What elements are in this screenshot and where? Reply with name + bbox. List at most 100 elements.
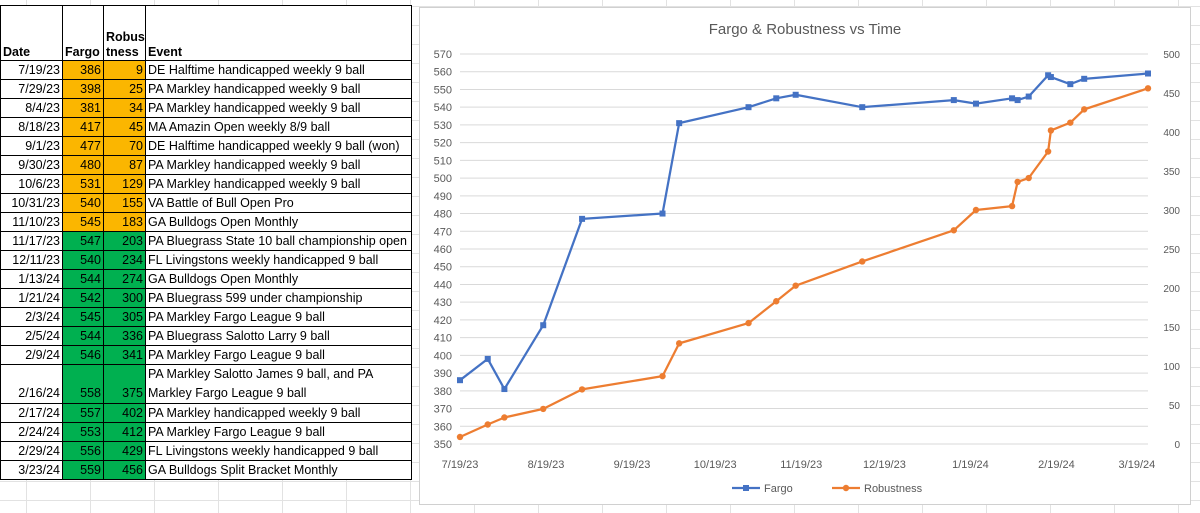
x-tick-label: 7/19/23 [442, 459, 479, 471]
fargo-cell[interactable]: 477 [62, 136, 104, 156]
event-cell[interactable]: PA Markley Fargo League 9 ball [145, 345, 412, 365]
fargo-cell[interactable]: 547 [62, 231, 104, 251]
robustness-cell[interactable]: 9 [103, 60, 146, 80]
fargo-cell[interactable]: 417 [62, 117, 104, 137]
date-cell[interactable]: 2/5/24 [0, 326, 63, 346]
fargo-cell[interactable]: 480 [62, 155, 104, 175]
header-robustness-line2: tness [106, 45, 139, 59]
robustness-cell[interactable]: 87 [103, 155, 146, 175]
robustness-cell[interactable]: 70 [103, 136, 146, 156]
header-event[interactable]: Event [145, 5, 412, 61]
fargo-cell[interactable]: 398 [62, 79, 104, 99]
fargo-cell[interactable]: 557 [62, 403, 104, 423]
date-cell[interactable]: 2/24/24 [0, 422, 63, 442]
table-row: 2/16/24 558 375 PA Markley Salotto James 9 … [0, 364, 412, 404]
robustness-cell[interactable]: 429 [103, 441, 146, 461]
fargo-cell[interactable]: 386 [62, 60, 104, 80]
date-cell[interactable]: 9/30/23 [0, 155, 63, 175]
date-cell[interactable]: 10/31/23 [0, 193, 63, 213]
event-cell[interactable]: PA Markley handicapped weekly 9 ball [145, 79, 412, 99]
event-cell[interactable]: GA Bulldogs Split Bracket Monthly [145, 460, 412, 480]
fargo-cell[interactable]: 544 [62, 326, 104, 346]
date-cell[interactable]: 10/6/23 [0, 174, 63, 194]
event-cell[interactable]: PA Bluegrass 599 under championship [145, 288, 412, 308]
robustness-cell[interactable]: 45 [103, 117, 146, 137]
fargo-cell[interactable]: 540 [62, 193, 104, 213]
date-cell[interactable]: 3/23/24 [0, 460, 63, 480]
date-cell[interactable]: 1/21/24 [0, 288, 63, 308]
robustness-cell[interactable]: 129 [103, 174, 146, 194]
event-cell[interactable]: PA Markley handicapped weekly 9 ball [145, 155, 412, 175]
event-cell[interactable]: MA Amazin Open weekly 8/9 ball [145, 117, 412, 137]
date-cell[interactable]: 8/4/23 [0, 98, 63, 118]
header-fargo[interactable]: Fargo [62, 5, 104, 61]
event-cell[interactable]: PA Markley Fargo League 9 ball [145, 422, 412, 442]
robustness-cell[interactable]: 375 [103, 364, 146, 404]
robustness-cell[interactable]: 274 [103, 269, 146, 289]
fargo-cell[interactable]: 540 [62, 250, 104, 270]
y-left-tick-label: 430 [434, 297, 452, 309]
date-cell[interactable]: 2/3/24 [0, 307, 63, 327]
event-cell[interactable]: PA Markley handicapped weekly 9 ball [145, 174, 412, 194]
fargo-cell[interactable]: 545 [62, 212, 104, 232]
fargo-cell[interactable]: 531 [62, 174, 104, 194]
date-cell[interactable]: 12/11/23 [0, 250, 63, 270]
robustness-cell[interactable]: 336 [103, 326, 146, 346]
event-cell[interactable]: PA Markley handicapped weekly 9 ball [145, 403, 412, 423]
robustness-cell[interactable]: 203 [103, 231, 146, 251]
date-cell[interactable]: 2/9/24 [0, 345, 63, 365]
chart-title: Fargo & Robustness vs Time [709, 21, 902, 38]
header-robustness[interactable]: Robus tness [103, 5, 146, 61]
robustness-cell[interactable]: 412 [103, 422, 146, 442]
fargo-cell[interactable]: 558 [62, 364, 104, 404]
fargo-cell[interactable]: 553 [62, 422, 104, 442]
event-cell[interactable]: PA Markley Salotto James 9 ball, and PA … [145, 364, 412, 404]
fargo-cell[interactable]: 546 [62, 345, 104, 365]
date-cell[interactable]: 11/17/23 [0, 231, 63, 251]
robustness-cell[interactable]: 234 [103, 250, 146, 270]
fargo-cell[interactable]: 542 [62, 288, 104, 308]
event-cell[interactable]: PA Markley handicapped weekly 9 ball [145, 98, 412, 118]
date-cell[interactable]: 9/1/23 [0, 136, 63, 156]
date-cell[interactable]: 8/18/23 [0, 117, 63, 137]
robustness-cell[interactable]: 183 [103, 212, 146, 232]
y-left-tick-label: 520 [434, 138, 452, 150]
event-cell[interactable]: DE Halftime handicapped weekly 9 ball [145, 60, 412, 80]
date-cell[interactable]: 7/29/23 [0, 79, 63, 99]
event-cell[interactable]: PA Bluegrass Salotto Larry 9 ball [145, 326, 412, 346]
robustness-cell[interactable]: 456 [103, 460, 146, 480]
date-cell[interactable]: 1/13/24 [0, 269, 63, 289]
event-cell[interactable]: PA Bluegrass State 10 ball championship … [145, 231, 412, 251]
header-date[interactable]: Date [0, 5, 63, 61]
robustness-cell[interactable]: 34 [103, 98, 146, 118]
event-cell[interactable]: GA Bulldogs Open Monthly [145, 269, 412, 289]
line-chart: Fargo & Robustness vs Time 350 360 370 380 39… [434, 21, 1181, 495]
data-point-fargo [457, 377, 463, 384]
date-cell[interactable]: 2/29/24 [0, 441, 63, 461]
robustness-cell[interactable]: 305 [103, 307, 146, 327]
event-cell[interactable]: PA Markley Fargo League 9 ball [145, 307, 412, 327]
robustness-cell[interactable]: 402 [103, 403, 146, 423]
table-row: 12/11/23 540 234 FL Livingstons weekly hand… [0, 250, 412, 270]
date-cell[interactable]: 2/16/24 [0, 364, 63, 404]
data-point-fargo [579, 215, 586, 222]
fargo-cell[interactable]: 545 [62, 307, 104, 327]
date-cell[interactable]: 2/17/24 [0, 403, 63, 423]
y-left-tick-label: 390 [434, 368, 452, 380]
fargo-cell[interactable]: 544 [62, 269, 104, 289]
event-cell[interactable]: FL Livingstons weekly handicapped 9 ball [145, 441, 412, 461]
robustness-cell[interactable]: 300 [103, 288, 146, 308]
event-cell[interactable]: GA Bulldogs Open Monthly [145, 212, 412, 232]
robustness-cell[interactable]: 341 [103, 345, 146, 365]
robustness-cell[interactable]: 25 [103, 79, 146, 99]
chart-container[interactable]: Fargo & Robustness vs Time 350 360 370 380 39… [419, 7, 1191, 505]
event-cell[interactable]: DE Halftime handicapped weekly 9 ball (w… [145, 136, 412, 156]
fargo-cell[interactable]: 559 [62, 460, 104, 480]
date-cell[interactable]: 11/10/23 [0, 212, 63, 232]
event-cell[interactable]: VA Battle of Bull Open Pro [145, 193, 412, 213]
robustness-cell[interactable]: 155 [103, 193, 146, 213]
fargo-cell[interactable]: 556 [62, 441, 104, 461]
date-cell[interactable]: 7/19/23 [0, 60, 63, 80]
fargo-cell[interactable]: 381 [62, 98, 104, 118]
event-cell[interactable]: FL Livingstons weekly handicapped 9 ball [145, 250, 412, 270]
